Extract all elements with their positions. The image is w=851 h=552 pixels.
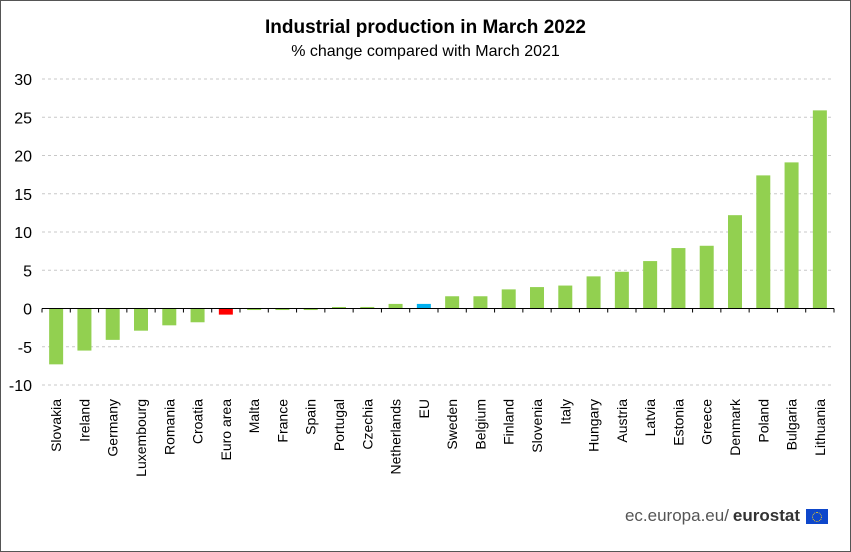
- x-tick-label: EU: [416, 399, 432, 418]
- bar-romania: [162, 308, 177, 326]
- y-tick-label: 10: [14, 225, 32, 242]
- bar-euro-area: [218, 308, 233, 315]
- x-tick-label: France: [274, 399, 290, 443]
- bar-estonia: [671, 248, 686, 309]
- footer-url: ec.europa.eu/: [624, 506, 729, 525]
- bar-ireland: [77, 308, 92, 351]
- bar-portugal: [332, 307, 346, 309]
- bar-netherlands: [388, 303, 403, 309]
- bar-luxembourg: [134, 308, 148, 331]
- bar-austria: [614, 271, 629, 309]
- bar-bulgaria: [784, 162, 799, 309]
- bar-france: [275, 308, 290, 311]
- y-tick-label: 30: [14, 72, 32, 89]
- x-tick-label: Belgium: [472, 399, 488, 450]
- x-tick-label: Lithuania: [812, 399, 828, 456]
- bar-croatia: [190, 308, 205, 323]
- eu-flag-icon: [806, 508, 828, 524]
- x-tick-label: Italy: [557, 399, 573, 425]
- x-tick-label: Finland: [501, 399, 517, 445]
- y-tick-label: -5: [18, 340, 32, 357]
- bar-italy: [558, 285, 573, 309]
- bar-greece: [699, 245, 714, 309]
- bar-belgium: [473, 296, 488, 309]
- y-tick-label: 25: [14, 110, 32, 127]
- x-tick-label: Ireland: [76, 399, 92, 442]
- y-tick-label: 5: [23, 263, 32, 280]
- bar-malta: [247, 308, 262, 311]
- x-tick-label: Greece: [699, 399, 715, 445]
- x-tick-label: Netherlands: [388, 399, 404, 475]
- x-tick-label: Bulgaria: [784, 399, 800, 451]
- x-tick-label: Croatia: [190, 399, 206, 444]
- y-tick-label: 0: [23, 302, 32, 319]
- bar-germany: [105, 308, 120, 340]
- chart-subtitle: % change compared with March 2021: [291, 43, 560, 60]
- x-tick-label: Denmark: [727, 398, 743, 456]
- bar-czechia: [360, 306, 375, 309]
- eurostat-logo-text: eurostat: [732, 506, 800, 525]
- x-tick-label: Estonia: [670, 399, 686, 446]
- footer: ec.europa.eu/eurostat: [625, 506, 828, 526]
- x-tick-label: Slovenia: [529, 399, 545, 453]
- x-tick-label: Germany: [105, 399, 121, 457]
- x-tick-label: Sweden: [444, 399, 460, 450]
- x-tick-label: Latvia: [642, 399, 658, 437]
- x-tick-label: Spain: [303, 399, 319, 435]
- bar-finland: [501, 289, 516, 309]
- x-tick-label: Poland: [755, 399, 771, 443]
- bar-slovakia: [49, 308, 64, 365]
- x-tick-label: Czechia: [359, 399, 375, 450]
- y-tick-label: -10: [9, 378, 32, 395]
- x-tick-label: Euro area: [218, 399, 234, 461]
- bar-spain: [303, 308, 318, 311]
- bar-eu: [416, 303, 431, 309]
- x-tick-label: Luxembourg: [133, 399, 149, 477]
- x-tick-label: Romania: [161, 399, 177, 455]
- bar-latvia: [643, 261, 658, 309]
- bar-hungary: [586, 276, 601, 309]
- bar-lithuania: [812, 110, 827, 309]
- x-tick-label: Portugal: [331, 399, 347, 451]
- y-tick-label: 15: [14, 187, 32, 204]
- x-tick-label: Austria: [614, 399, 630, 443]
- bar-slovenia: [530, 287, 544, 309]
- x-tick-label: Malta: [246, 399, 262, 433]
- x-tick-label: Slovakia: [48, 399, 64, 452]
- x-tick-label: Hungary: [586, 399, 602, 452]
- bar-poland: [756, 175, 771, 309]
- chart-title: Industrial production in March 2022: [265, 17, 586, 38]
- bar-denmark: [728, 215, 742, 309]
- y-tick-label: 20: [14, 149, 32, 166]
- bar-sweden: [445, 296, 460, 309]
